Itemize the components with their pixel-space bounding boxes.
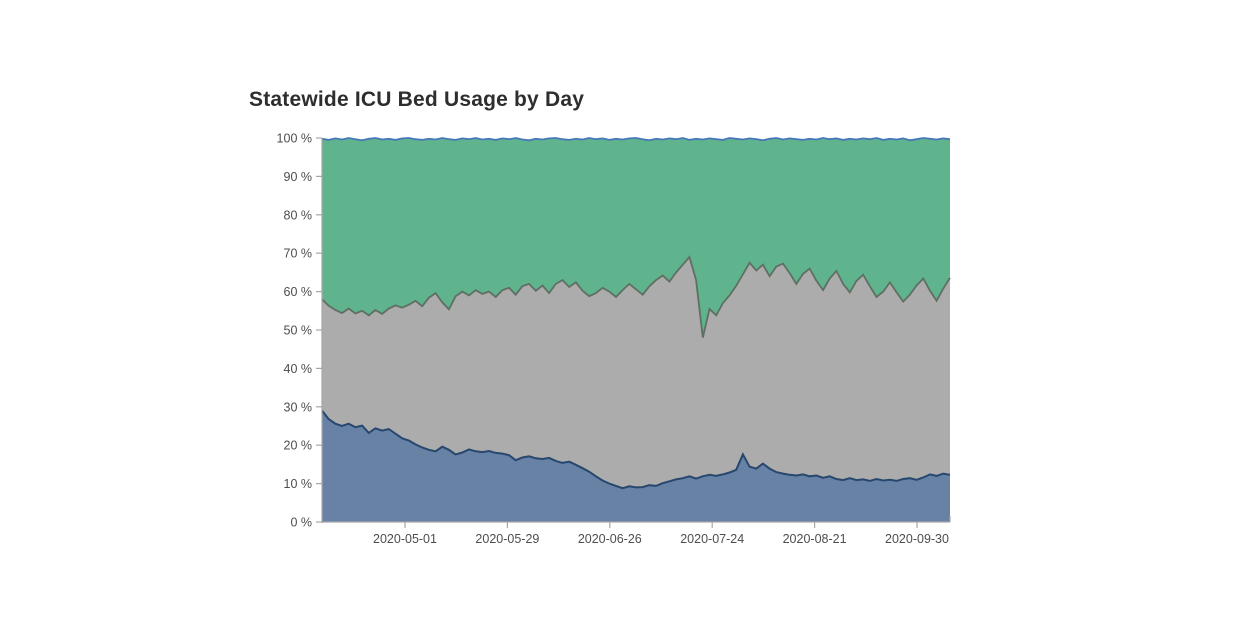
x-axis-tick-label: 2020-05-29 <box>475 532 539 546</box>
tick-labels-group: 0 % 10 % 20 % 30 % 40 % 50 % 60 % 70 % 80 % 90 % 1… <box>277 132 949 547</box>
y-axis-tick-label: 20 % <box>284 439 313 453</box>
x-axis-tick-label: 2020-05-01 <box>373 532 437 546</box>
thin-top-line <box>321 137 951 142</box>
y-axis-tick-label: 40 % <box>284 362 313 376</box>
areas-group <box>321 137 951 522</box>
x-axis-tick-label: 2020-08-21 <box>783 532 847 546</box>
x-axis-tick-label: 2020-09-30 <box>885 532 949 546</box>
y-axis-tick-label: 10 % <box>284 477 313 491</box>
y-axis-tick-label: 50 % <box>284 324 313 338</box>
y-axis-tick-label: 30 % <box>284 400 313 414</box>
chart-title: Statewide ICU Bed Usage by Day <box>249 88 585 111</box>
y-axis-tick-label: 100 % <box>277 132 312 146</box>
y-axis-tick-label: 70 % <box>284 247 313 261</box>
y-axis-tick-label: 0 % <box>290 516 312 530</box>
y-axis-tick-label: 90 % <box>284 170 313 184</box>
gray-middle-area[interactable] <box>322 257 950 489</box>
y-axis-tick-label: 60 % <box>284 285 313 299</box>
blue-area-top-edge <box>321 409 951 490</box>
green-top-area[interactable] <box>322 138 950 338</box>
y-axis-tick-label: 80 % <box>284 208 313 222</box>
blue-bottom-area[interactable] <box>322 410 950 522</box>
x-axis-tick-label: 2020-06-26 <box>578 532 642 546</box>
x-axis-tick-label: 2020-07-24 <box>680 532 744 546</box>
gray-area-top-edge <box>321 255 951 338</box>
axis-group <box>316 137 951 528</box>
